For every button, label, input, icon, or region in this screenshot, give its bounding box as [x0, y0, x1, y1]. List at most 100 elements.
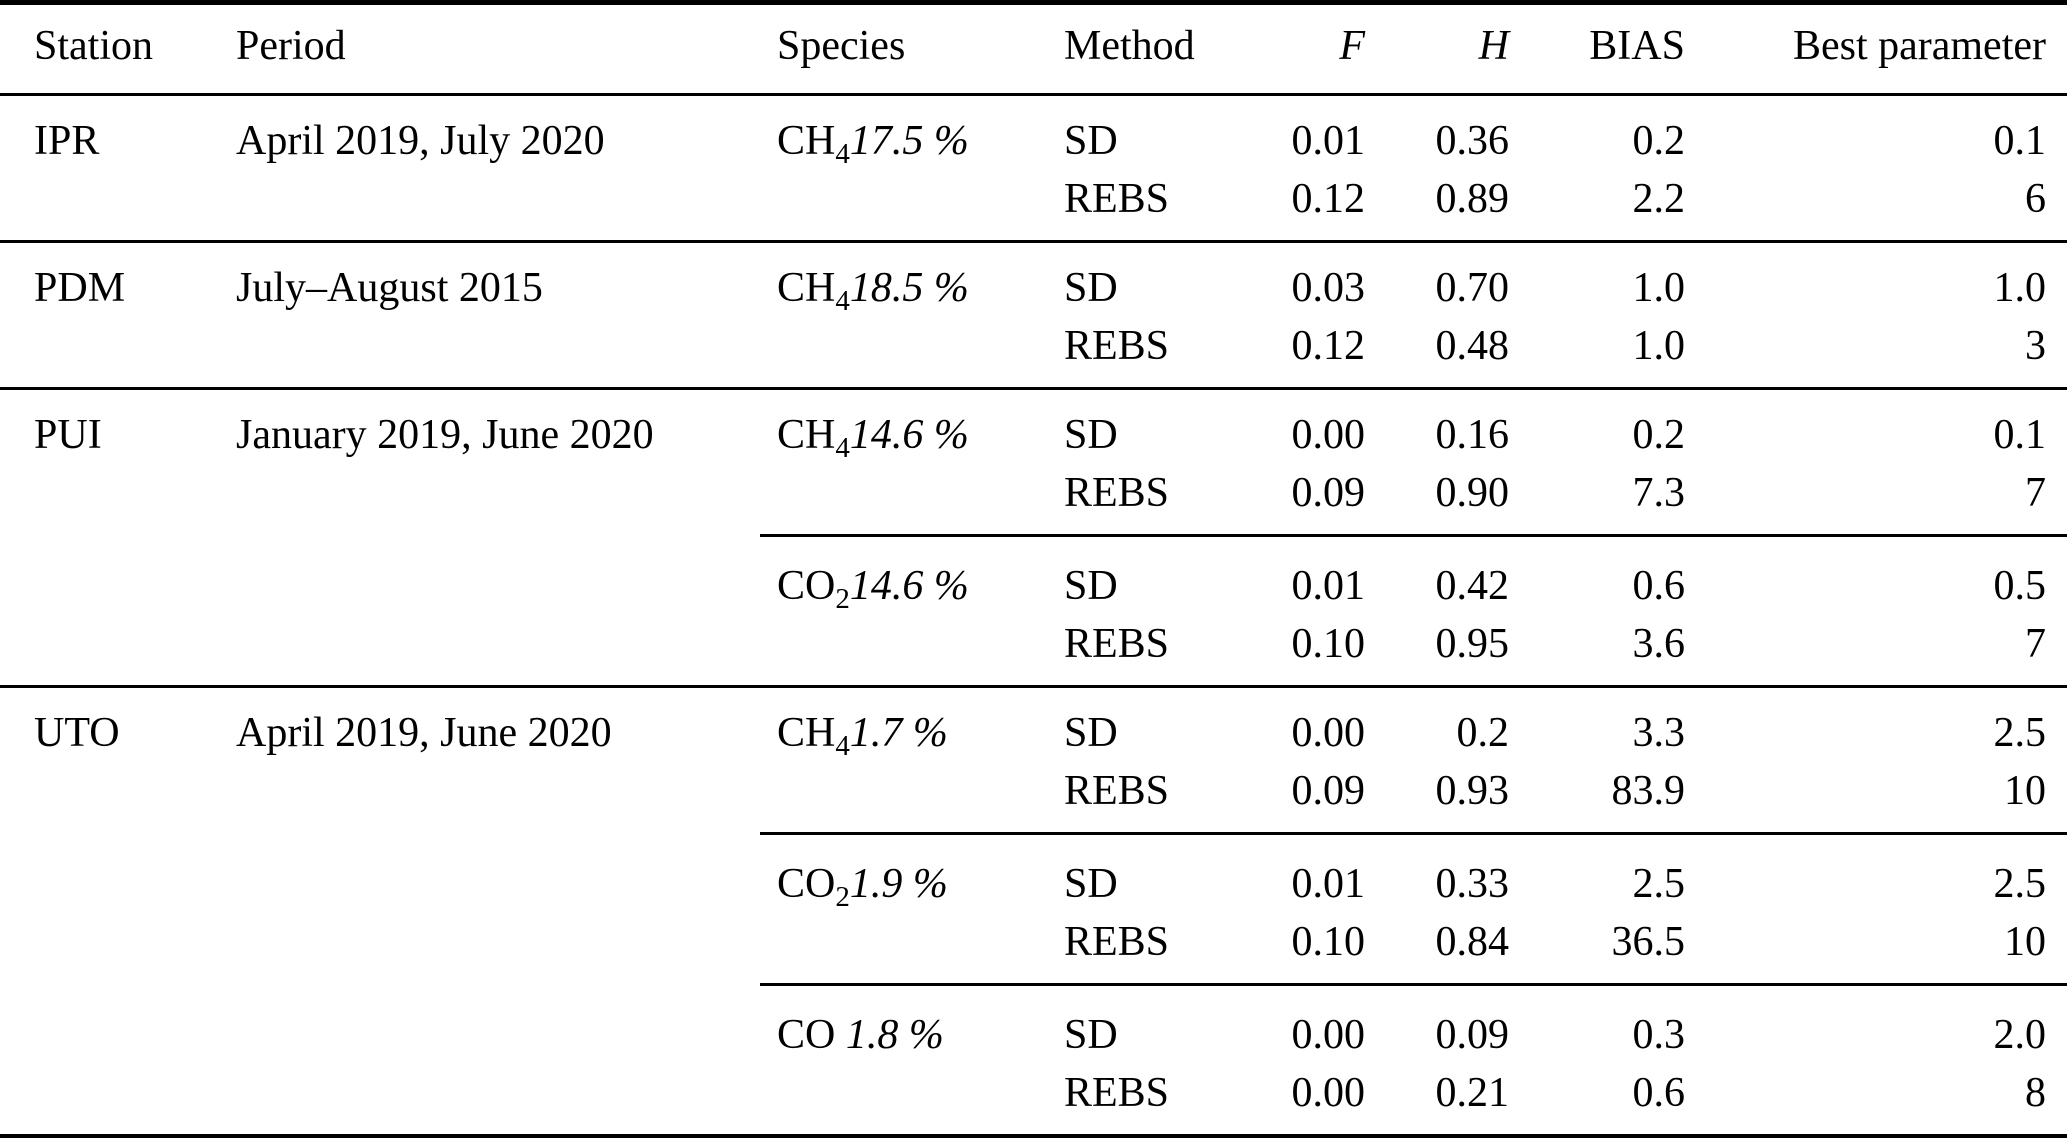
table-row: REBS 0.10 0.95 3.6 7	[0, 615, 2067, 687]
station-cell: PDM	[0, 240, 236, 389]
period-cell: July–August 2015	[236, 240, 760, 389]
bias-value: 3.3	[1509, 685, 1685, 762]
best-param-value: 0.1	[1685, 93, 2067, 170]
table-row: UTO April 2019, June 2020 CH41.7 % SD 0.…	[0, 685, 2067, 1137]
species-formula: CO	[777, 1012, 836, 1058]
table-header: Station Period Species Method F H BIAS B…	[0, 2, 2067, 96]
f-value: 0.12	[1291, 323, 1366, 369]
best-param-value: 8	[2025, 1070, 2046, 1116]
method-cell: REBS	[1064, 768, 1170, 814]
species-cell: CO21.9 %	[760, 832, 1064, 985]
h-value: 0.09	[1365, 983, 1509, 1064]
species-cell: CH414.6 %	[760, 387, 1064, 536]
header-best-parameter: Best parameter	[1685, 2, 2067, 96]
header-station: Station	[0, 2, 236, 96]
f-value: 0.00	[1240, 983, 1365, 1064]
species-subscript: 4	[835, 285, 850, 317]
period-cell: April 2019, July 2020	[236, 93, 760, 242]
species-cell: CH417.5 %	[760, 93, 1064, 242]
species-formula: CH	[777, 412, 836, 458]
best-param-value: 10	[2004, 919, 2046, 965]
method-cell: REBS	[1064, 621, 1170, 667]
bias-value: 2.5	[1509, 832, 1685, 913]
bias-value: 1.0	[1509, 240, 1685, 317]
period-cell: April 2019, June 2020	[236, 685, 760, 1137]
species-percentage: 1.8 %	[835, 1012, 944, 1058]
f-value: 0.12	[1291, 176, 1366, 222]
h-value: 0.90	[1435, 470, 1510, 516]
f-value: 0.01	[1240, 93, 1365, 170]
species-formula: CH	[777, 118, 836, 164]
f-value: 0.10	[1291, 919, 1366, 965]
species-percentage: 18.5 %	[849, 265, 969, 311]
species-cell: CH418.5 %	[760, 240, 1064, 389]
best-param-value: 10	[2004, 768, 2046, 814]
best-param-value: 2.5	[1685, 685, 2067, 762]
h-value: 0.16	[1365, 387, 1509, 464]
table-row: IPR April 2019, July 2020 CH417.5 % SD 0…	[0, 93, 2067, 242]
f-value: 0.03	[1240, 240, 1365, 317]
header-f: F	[1240, 2, 1365, 96]
method-cell: REBS	[1064, 1070, 1170, 1116]
f-value: 0.00	[1240, 685, 1365, 762]
table-row: PDM July–August 2015 CH418.5 % SD 0.03 0…	[0, 240, 2067, 389]
header-bias: BIAS	[1509, 2, 1685, 96]
bias-value: 0.6	[1509, 534, 1685, 615]
f-value: 0.09	[1291, 470, 1366, 516]
f-value: 0.00	[1291, 1070, 1366, 1116]
bias-value: 2.2	[1632, 176, 1686, 222]
table-row: REBS 0.12 0.89 2.2 6	[0, 170, 2067, 242]
header-row: Station Period Species Method F H BIAS B…	[0, 2, 2067, 96]
period-cell: January 2019, June 2020	[236, 387, 760, 687]
h-value: 0.70	[1365, 240, 1509, 317]
station-cell: IPR	[0, 93, 236, 242]
method-cell: REBS	[1064, 176, 1170, 222]
h-value: 0.84	[1435, 919, 1510, 965]
h-value: 0.2	[1365, 685, 1509, 762]
method-cell: SD	[1064, 832, 1240, 913]
h-value: 0.89	[1435, 176, 1510, 222]
method-cell: SD	[1064, 240, 1240, 317]
f-value: 0.10	[1291, 621, 1366, 667]
table-row: CO 1.8 % SD 0.00 0.09 0.3 2.0	[0, 983, 2067, 1137]
species-subscript: 2	[835, 583, 850, 615]
h-value: 0.42	[1365, 534, 1509, 615]
table-row: CO214.6 % SD 0.01 0.42 0.6 0.5	[0, 534, 2067, 687]
method-cell: REBS	[1064, 919, 1170, 965]
best-param-value: 7	[2025, 621, 2046, 667]
species-cell: CO 1.8 %	[760, 983, 1064, 1137]
bias-value: 7.3	[1632, 470, 1686, 516]
station-cell: UTO	[0, 685, 236, 1137]
table-row: REBS 0.09 0.90 7.3 7	[0, 464, 2067, 536]
header-period: Period	[236, 2, 760, 96]
bias-value: 0.6	[1632, 1070, 1686, 1116]
species-formula: CO	[777, 861, 836, 907]
bias-value: 3.6	[1632, 621, 1686, 667]
species-subscript: 2	[835, 881, 850, 913]
best-param-value: 2.0	[1685, 983, 2067, 1064]
table-row: REBS 0.00 0.21 0.6 8	[0, 1064, 2067, 1137]
header-h: H	[1365, 2, 1509, 96]
species-percentage: 1.9 %	[849, 861, 948, 907]
method-cell: SD	[1064, 387, 1240, 464]
table-row: PUI January 2019, June 2020 CH414.6 % SD…	[0, 387, 2067, 687]
method-cell: REBS	[1064, 470, 1170, 516]
species-formula: CH	[777, 710, 836, 756]
bias-value: 83.9	[1611, 768, 1686, 814]
species-percentage: 14.6 %	[849, 563, 969, 609]
species-percentage: 14.6 %	[849, 412, 969, 458]
method-cell: SD	[1064, 93, 1240, 170]
best-param-value: 3	[2025, 323, 2046, 369]
header-method: Method	[1064, 2, 1240, 96]
table-row: REBS 0.09 0.93 83.9 10	[0, 762, 2067, 834]
method-cell: SD	[1064, 534, 1240, 615]
bias-value: 0.2	[1509, 93, 1685, 170]
bias-value: 0.2	[1509, 387, 1685, 464]
bias-value: 1.0	[1632, 323, 1686, 369]
best-param-value: 0.1	[1685, 387, 2067, 464]
table-row: REBS 0.12 0.48 1.0 3	[0, 317, 2067, 389]
best-param-value: 1.0	[1685, 240, 2067, 317]
species-percentage: 1.7 %	[849, 710, 948, 756]
